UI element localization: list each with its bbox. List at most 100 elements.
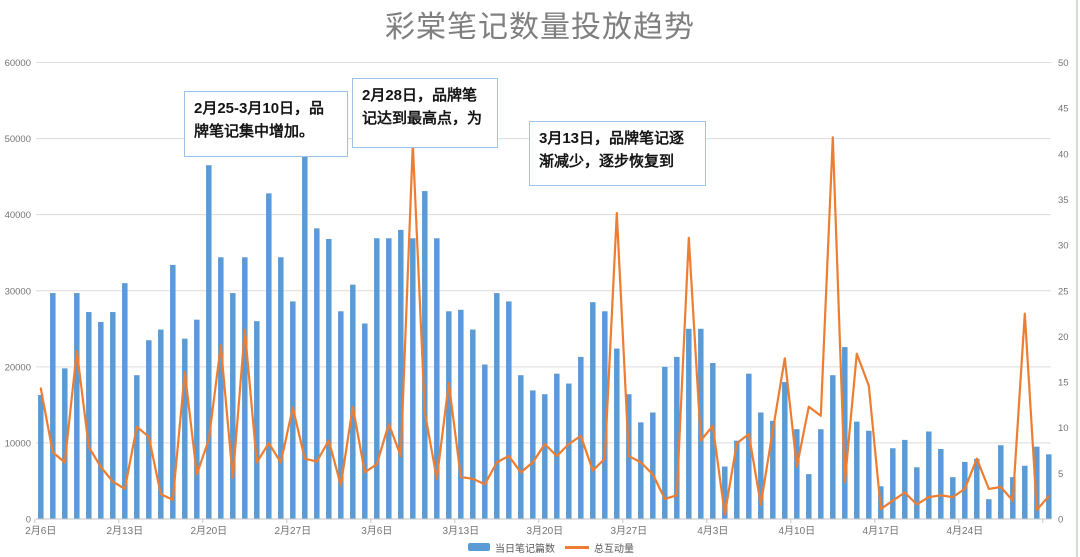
svg-text:4月10日: 4月10日: [778, 525, 815, 537]
bar: [710, 363, 716, 519]
bar: [818, 429, 824, 519]
bar: [554, 373, 560, 519]
bar: [590, 302, 596, 519]
svg-text:5: 5: [1058, 469, 1063, 480]
left-axis-labels: 0 10000 20000 30000 40000 50000 60000: [5, 58, 31, 526]
right-axis-labels: 0 5 10 15 20 25 30 35 40 45 50: [1058, 58, 1069, 526]
svg-text:4月24日: 4月24日: [946, 525, 983, 537]
bar: [314, 228, 320, 519]
bar: [134, 375, 140, 519]
bar: [734, 440, 740, 519]
legend: 当日笔记篇数 总互动量: [468, 540, 634, 555]
bar: [746, 373, 752, 519]
svg-text:20: 20: [1058, 332, 1069, 343]
window-edge-divider: [1076, 0, 1078, 557]
bar: [62, 368, 68, 519]
bar: [614, 348, 620, 519]
x-axis: [34, 518, 1051, 523]
svg-text:3月13日: 3月13日: [442, 525, 479, 537]
bar: [662, 366, 668, 519]
bar: [674, 356, 680, 519]
bar: [74, 293, 80, 519]
bar: [962, 461, 968, 519]
bar: [434, 238, 440, 519]
bar: [242, 257, 248, 519]
bar: [38, 394, 44, 519]
bar: [854, 421, 860, 519]
bar: [650, 412, 656, 519]
bar: [926, 431, 932, 519]
svg-text:50000: 50000: [5, 134, 31, 145]
bar: [998, 445, 1004, 519]
bar: [1022, 465, 1028, 519]
bar: [974, 458, 980, 519]
bar: [530, 390, 536, 519]
bar: [218, 257, 224, 519]
bar: [98, 321, 104, 519]
bar: [446, 311, 452, 519]
bar: [806, 474, 812, 519]
svg-text:3月6日: 3月6日: [361, 525, 392, 537]
svg-text:40000: 40000: [5, 210, 31, 221]
legend-line-swatch: [565, 545, 589, 549]
svg-text:30000: 30000: [5, 286, 31, 297]
legend-bar-swatch: [468, 543, 490, 551]
svg-text:2月20日: 2月20日: [190, 525, 227, 537]
svg-text:4月3日: 4月3日: [697, 525, 728, 537]
svg-text:0: 0: [1058, 515, 1063, 526]
bar: [602, 311, 608, 519]
svg-text:35: 35: [1058, 195, 1069, 206]
annotation-box-3: 3月13日，品牌笔记逐渐减少，逐步恢复到: [529, 121, 706, 186]
bar: [1034, 446, 1040, 519]
svg-text:50: 50: [1058, 58, 1069, 69]
svg-text:40: 40: [1058, 149, 1069, 160]
bar: [758, 412, 764, 519]
bar: [278, 257, 284, 519]
bar: [86, 312, 92, 519]
svg-text:15: 15: [1058, 378, 1069, 389]
bar: [122, 283, 128, 519]
bar: [482, 364, 488, 519]
bar: [266, 193, 272, 519]
annotation-text-1: 2月25-3月10日，品牌笔记集中增加。: [194, 100, 325, 140]
bar: [362, 323, 368, 519]
line-total-interactions: [39, 136, 1050, 516]
svg-text:20000: 20000: [5, 362, 31, 373]
bar: [494, 293, 500, 519]
bar: [470, 329, 476, 519]
x-axis-labels: 2月6日 2月13日 2月20日 2月27日 3月6日 3月13日 3月20日 3月27日 4月…: [25, 525, 983, 537]
svg-text:10000: 10000: [5, 438, 31, 449]
bar: [938, 449, 944, 519]
svg-text:25: 25: [1058, 286, 1069, 297]
bar: [158, 329, 164, 519]
bar: [830, 375, 836, 519]
bar: [686, 328, 692, 519]
bar: [506, 301, 512, 519]
bar: [398, 229, 404, 519]
bar: [638, 422, 644, 519]
svg-text:2月27日: 2月27日: [274, 525, 311, 537]
annotation-box-1: 2月25-3月10日，品牌笔记集中增加。: [184, 91, 348, 157]
bar: [170, 264, 176, 519]
bar: [794, 429, 800, 519]
bar: [374, 238, 380, 519]
bar: [338, 311, 344, 519]
svg-text:3月20日: 3月20日: [526, 525, 563, 537]
bar: [542, 394, 548, 519]
bar: [182, 338, 188, 519]
bar: [230, 293, 236, 519]
bar: [770, 420, 776, 519]
bar: [722, 466, 728, 519]
bar: [386, 238, 392, 519]
bar: [350, 284, 356, 519]
svg-text:30: 30: [1058, 241, 1069, 252]
svg-text:60000: 60000: [5, 58, 31, 69]
bars-daily-notes: [38, 156, 1052, 520]
bar: [518, 375, 524, 519]
bar: [986, 499, 992, 519]
bar: [50, 293, 56, 519]
bar: [1046, 454, 1052, 519]
legend-bar-label: 当日笔记篇数: [495, 543, 555, 555]
